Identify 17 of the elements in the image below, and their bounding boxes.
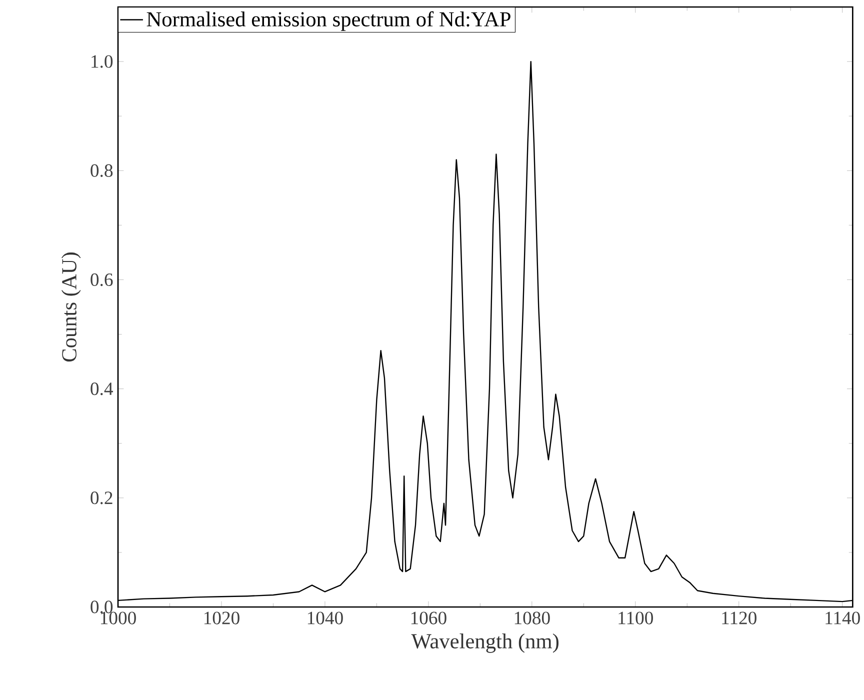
y-tick-label: 0.6 [90,273,113,286]
y-tick-label: 0.2 [90,492,112,504]
x-tick-label: 1000 [100,612,136,624]
x-tick-label: 1080 [514,612,550,624]
y-tick-label: 0.4 [90,382,114,396]
y-tick-label: 1.0 [92,55,113,68]
x-axis-title: Wavelength (nm) [411,633,558,653]
y-axis-title: Counts (AU) [61,252,81,362]
x-tick-label: 1120 [722,612,756,624]
y-tick-label: 0.0 [90,600,113,614]
x-tick-label: 1140 [826,612,860,624]
x-tick-label: 1100 [618,612,653,624]
legend-label: Normalised emission spectrum of Nd:YAP [146,11,510,31]
x-tick-label: 1060 [411,612,446,624]
x-tick-label: 1020 [204,612,240,624]
y-tick-label: 0.8 [90,164,113,177]
x-tick-label: 1040 [308,612,343,624]
